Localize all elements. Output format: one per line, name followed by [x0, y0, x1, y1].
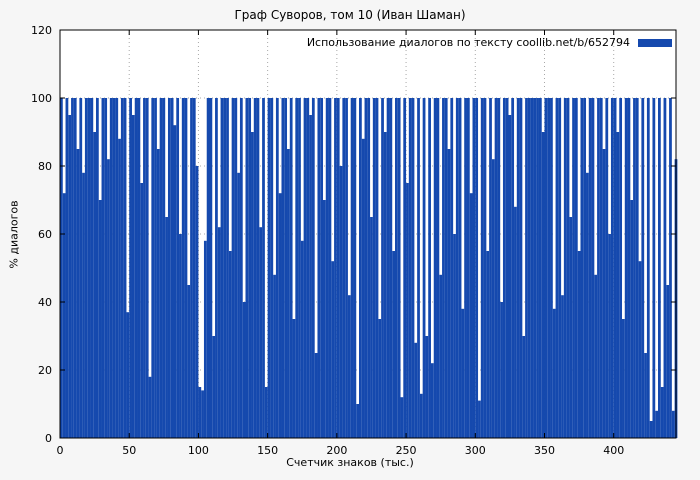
y-axis-label: % диалогов — [7, 200, 21, 269]
svg-text:120: 120 — [31, 24, 52, 37]
svg-text:300: 300 — [465, 444, 486, 457]
svg-text:60: 60 — [38, 228, 52, 241]
svg-text:200: 200 — [326, 444, 347, 457]
legend-swatch — [638, 38, 672, 47]
svg-text:50: 50 — [122, 444, 136, 457]
svg-text:40: 40 — [38, 296, 52, 309]
chart-title: Граф Суворов, том 10 (Иван Шаман) — [234, 8, 466, 22]
legend-label: Использование диалогов по тексту coollib… — [306, 36, 630, 49]
svg-text:150: 150 — [257, 444, 278, 457]
svg-text:400: 400 — [603, 444, 624, 457]
svg-text:250: 250 — [396, 444, 417, 457]
svg-text:350: 350 — [534, 444, 555, 457]
svg-text:0: 0 — [45, 432, 52, 445]
svg-text:100: 100 — [31, 92, 52, 105]
svg-text:100: 100 — [188, 444, 209, 457]
x-axis-label: Счетчик знаков (тыс.) — [286, 456, 414, 469]
svg-text:0: 0 — [57, 444, 64, 457]
svg-text:80: 80 — [38, 160, 52, 173]
svg-text:20: 20 — [38, 364, 52, 377]
legend: Использование диалогов по тексту coollib… — [307, 36, 672, 49]
